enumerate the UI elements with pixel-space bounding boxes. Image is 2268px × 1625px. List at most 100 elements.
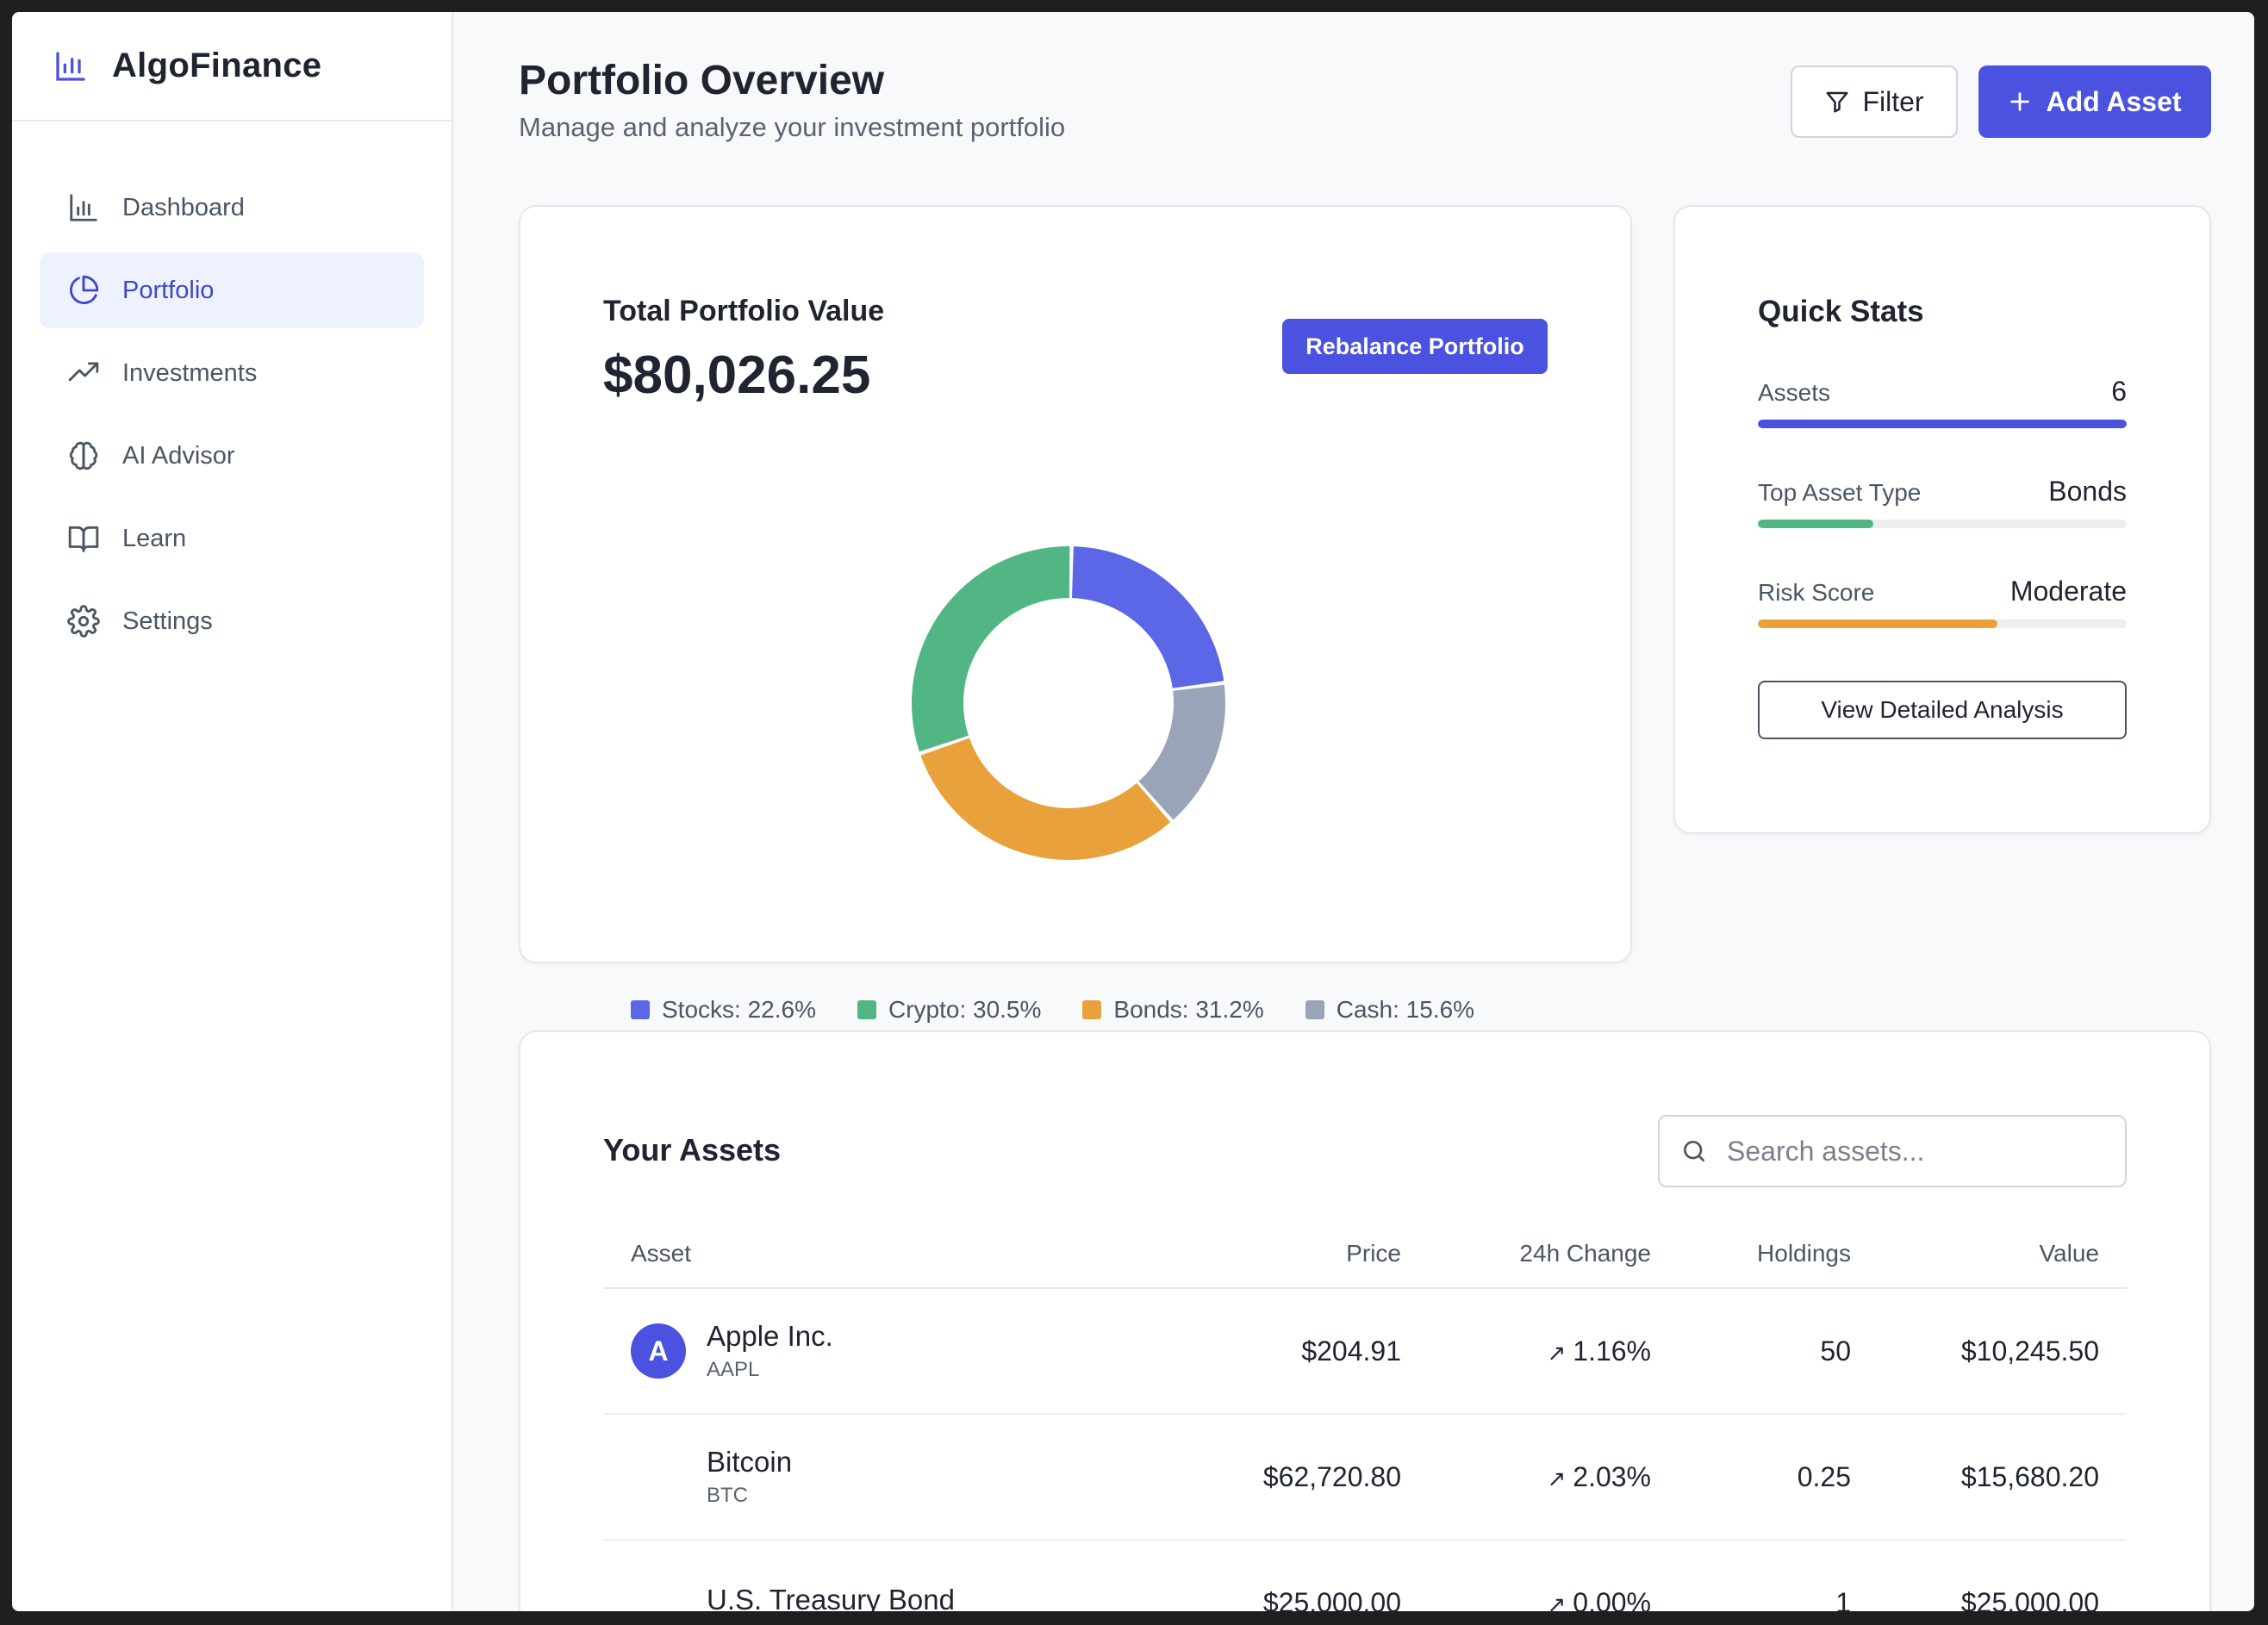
table-row[interactable]: U.S. Treasury Bond $25,000.00 ↗ 0.00% 1 $… [603,1541,2127,1611]
progress-fill [1758,619,1998,628]
stat-label: Risk Score [1758,579,1875,606]
asset-name: Bitcoin [707,1446,793,1478]
avatar [631,1449,686,1504]
legend-item-bonds[interactable]: Bonds: 31.2% [1082,996,1264,1024]
sidebar-item-label: Portfolio [122,276,215,304]
table-header: Asset Price 24h Change Holdings Value [603,1220,2127,1289]
sidebar-item-portfolio[interactable]: Portfolio [40,252,424,328]
plus-icon [2010,92,2030,111]
stat-assets: Assets 6 [1758,376,2127,428]
donut-slice-bonds[interactable] [920,738,1171,860]
pie-chart-icon [70,275,99,304]
sidebar-item-learn[interactable]: Learn [40,501,424,576]
progress-fill [1758,420,2127,428]
change-value: 2.03% [1573,1460,1651,1492]
sidebar-item-ai-advisor[interactable]: AI Advisor [40,418,424,494]
stat-label: Assets [1758,379,1831,406]
app-window: AlgoFinance Dashboard Portfolio Investme… [12,12,2254,1611]
bar-chart-icon [70,194,97,221]
page-subtitle: Manage and analyze your investment portf… [519,112,1066,142]
sidebar-item-dashboard[interactable]: Dashboard [40,170,424,246]
add-asset-button-label: Add Asset [2046,85,2182,117]
book-open-icon [68,526,99,552]
search-box[interactable] [1658,1115,2127,1187]
table-row[interactable]: Bitcoin BTC $62,720.80 ↗ 2.03% 0.25 $15,6… [603,1415,2127,1541]
change-cell: ↗ 2.03% [1401,1461,1651,1493]
chart-legend: Stocks: 22.6% Crypto: 30.5% Bonds: 31.2%… [631,993,1474,1027]
stat-value: 6 [2111,376,2127,407]
donut-slice-crypto[interactable] [912,546,1070,752]
sidebar-item-label: Investments [122,358,258,387]
progress-track [1758,520,2127,528]
value-cell: $10,245.50 [1960,1335,2099,1367]
arrow-up-right-icon: ↗ [1547,1465,1567,1491]
filter-button-label: Filter [1862,85,1924,117]
your-assets-card: Your Assets Asset Price 24h Change Holdi… [519,1030,2211,1611]
sidebar-item-investments[interactable]: Investments [40,335,424,411]
avatar: A [631,1323,686,1379]
portfolio-value-card: Total Portfolio Value $80,026.25 Rebalan… [519,205,1632,963]
sidebar: AlgoFinance Dashboard Portfolio Investme… [12,12,453,1611]
table-row[interactable]: A Apple Inc. AAPL $204.91 ↗ 1.16% 50 $10,… [603,1289,2127,1415]
asset-cell: U.S. Treasury Bond [603,1575,1098,1611]
total-portfolio-value-label: Total Portfolio Value [603,295,885,327]
search-icon [1684,1141,1704,1161]
search-input[interactable] [1727,1135,2106,1167]
column-header-holdings[interactable]: Holdings [1757,1240,1851,1267]
legend-item-crypto[interactable]: Crypto: 30.5% [857,996,1041,1024]
allocation-donut-chart[interactable] [905,539,1232,867]
trending-up-icon [68,362,99,382]
page-title: Portfolio Overview [519,58,885,103]
legend-swatch [1305,1000,1324,1019]
price-cell: $204.91 [1301,1335,1401,1367]
filter-button[interactable]: Filter [1791,65,1958,138]
legend-label: Crypto: 30.5% [888,996,1042,1023]
add-asset-button[interactable]: Add Asset [1978,65,2211,138]
arrow-up-right-icon: ↗ [1547,1591,1567,1612]
value-cell: $15,680.20 [1960,1460,2099,1492]
price-cell: $62,720.80 [1262,1460,1401,1492]
legend-label: Stocks: 22.6% [662,996,816,1023]
main-content: Portfolio Overview Manage and analyze yo… [453,12,2254,1611]
legend-item-cash[interactable]: Cash: 15.6% [1305,996,1474,1024]
total-portfolio-value: $80,026.25 [603,346,871,405]
legend-label: Bonds: 31.2% [1113,996,1264,1023]
brand[interactable]: AlgoFinance [12,12,452,121]
stat-top-asset-type: Top Asset Type Bonds [1758,476,2127,528]
rebalance-portfolio-button[interactable]: Rebalance Portfolio [1282,319,1548,374]
assets-title: Your Assets [603,1132,782,1167]
holdings-cell: 1 [1835,1586,1851,1612]
sidebar-item-label: Learn [122,524,187,552]
asset-name: Apple Inc. [707,1320,833,1352]
asset-ticker: BTC [707,1484,748,1507]
column-header-change[interactable]: 24h Change [1519,1240,1651,1267]
arrow-up-right-icon: ↗ [1547,1339,1567,1366]
stat-value: Moderate [2009,576,2127,607]
gear-icon [67,605,100,638]
asset-name: U.S. Treasury Bond [707,1584,955,1611]
donut-slice-cash[interactable] [1138,684,1225,820]
progress-fill [1758,520,1873,528]
stat-risk-score: Risk Score Moderate [1758,576,2127,628]
asset-cell: A Apple Inc. AAPL [603,1320,1098,1382]
view-detailed-analysis-button[interactable]: View Detailed Analysis [1758,681,2127,739]
price-cell: $25,000.00 [1262,1586,1401,1612]
column-header-value[interactable]: Value [2039,1240,2099,1267]
stat-label: Top Asset Type [1758,479,1922,506]
sidebar-item-settings[interactable]: Settings [40,583,424,659]
change-value: 0.00% [1573,1586,1651,1612]
donut-slice-stocks[interactable] [1071,546,1224,688]
change-cell: ↗ 1.16% [1401,1335,1651,1367]
avatar [631,1575,686,1611]
holdings-cell: 50 [1820,1335,1851,1367]
change-cell: ↗ 0.00% [1401,1587,1651,1612]
legend-item-stocks[interactable]: Stocks: 22.6% [631,996,816,1024]
filter-icon [1826,91,1848,113]
column-header-price[interactable]: Price [1346,1240,1401,1267]
sidebar-nav: Dashboard Portfolio Investments AI Advis… [12,121,452,659]
legend-label: Cash: 15.6% [1336,996,1475,1023]
change-value: 1.16% [1573,1335,1651,1367]
legend-swatch [857,1000,876,1019]
column-header-asset[interactable]: Asset [631,1240,692,1267]
brain-icon [69,441,98,470]
